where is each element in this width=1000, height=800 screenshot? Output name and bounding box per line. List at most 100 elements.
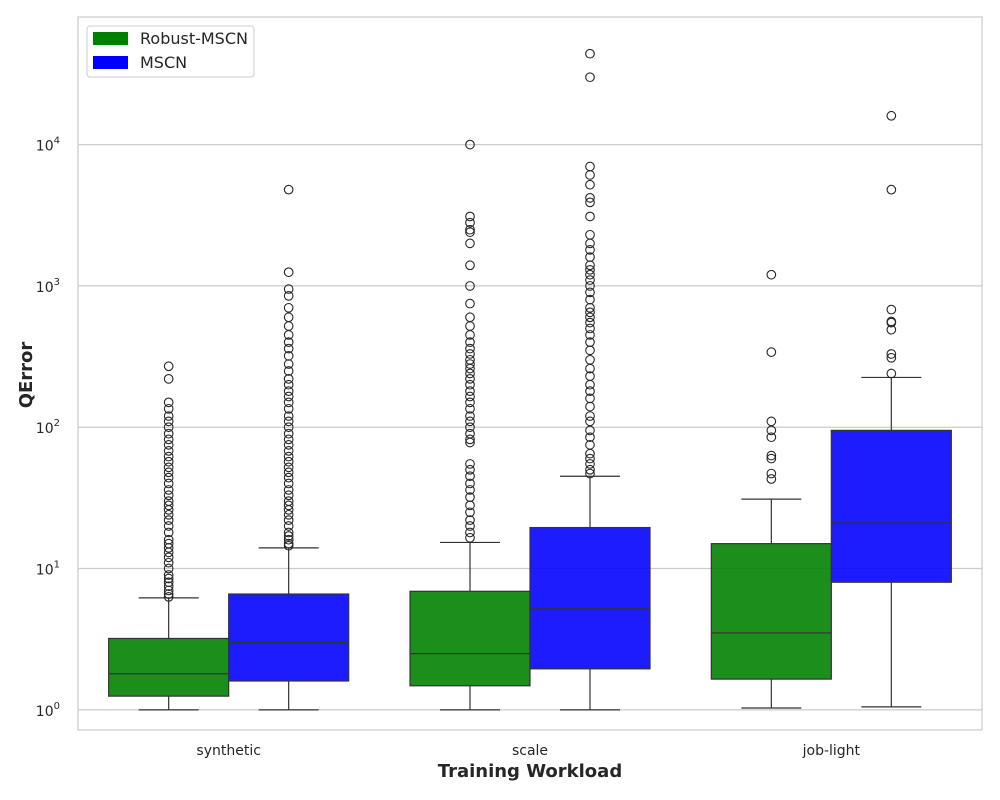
outlier-point xyxy=(283,521,294,531)
outlier-point xyxy=(585,193,595,203)
outlier-point xyxy=(465,397,475,408)
outlier-point xyxy=(163,456,174,467)
outlier-point xyxy=(163,440,174,450)
outlier-point xyxy=(283,434,294,445)
outlier-point xyxy=(283,267,294,278)
outlier-point xyxy=(283,472,294,483)
outlier-point xyxy=(585,294,595,305)
outlier-point xyxy=(886,368,897,379)
outlier-point xyxy=(465,515,475,525)
outlier-point xyxy=(283,496,294,506)
outlier-point xyxy=(163,403,174,414)
outlier-point xyxy=(465,527,475,538)
outlier-point xyxy=(163,428,174,439)
outlier-point xyxy=(585,440,595,450)
outlier-point xyxy=(465,359,475,369)
outlier-point xyxy=(283,391,294,402)
y-tick-exponent: 4 xyxy=(54,136,60,147)
outlier-point xyxy=(465,521,475,531)
outlier-point xyxy=(585,269,595,280)
outlier-point xyxy=(283,422,294,433)
box-mscn-scale xyxy=(529,48,651,711)
outlier-point xyxy=(163,434,174,445)
box-robust-mscn-job-light xyxy=(710,269,832,709)
outlier-point xyxy=(766,432,777,443)
y-axis-title: QError xyxy=(16,342,37,409)
outlier-point xyxy=(886,316,897,327)
outlier-point xyxy=(465,343,475,354)
outlier-point xyxy=(465,507,475,518)
outlier-point xyxy=(283,397,294,408)
outlier-point xyxy=(163,490,174,501)
outlier-point xyxy=(465,485,475,495)
outlier-point xyxy=(585,432,595,443)
outlier-point xyxy=(585,281,595,291)
outlier-point xyxy=(283,350,294,361)
outlier-point xyxy=(465,403,475,414)
outlier-point xyxy=(465,386,475,397)
y-tick-base: 10 xyxy=(36,704,54,720)
outlier-point xyxy=(163,478,174,489)
x-tick-label: job-light xyxy=(802,743,861,759)
y-tick-exponent: 0 xyxy=(54,701,60,712)
outlier-point xyxy=(465,238,475,249)
outlier-point xyxy=(163,581,174,592)
outlier-point xyxy=(163,361,174,372)
outlier-point xyxy=(886,110,897,121)
outlier-point xyxy=(163,592,174,602)
outlier-point xyxy=(163,451,174,462)
outlier-point xyxy=(465,428,475,439)
legend: Robust-MSCN MSCN xyxy=(86,25,255,78)
y-tick-label: 101 xyxy=(36,560,60,579)
outlier-point xyxy=(766,453,777,464)
outlier-point xyxy=(585,337,595,348)
outlier-point xyxy=(585,323,595,334)
outlier-point xyxy=(283,509,294,520)
outlier-point xyxy=(283,379,294,390)
y-tick-exponent: 1 xyxy=(54,560,60,571)
outlier-point xyxy=(163,485,174,495)
outlier-point xyxy=(163,462,174,473)
outlier-point xyxy=(585,330,595,340)
y-tick-label: 103 xyxy=(36,277,60,296)
box-group xyxy=(108,48,952,711)
outlier-point xyxy=(283,366,294,376)
outlier-point xyxy=(585,72,595,83)
outlier-point xyxy=(283,312,294,323)
y-tick-base: 10 xyxy=(36,421,54,437)
outlier-point xyxy=(585,411,595,421)
outlier-point xyxy=(585,393,595,404)
outlier-point xyxy=(886,184,897,195)
x-tick-label: scale xyxy=(512,743,548,759)
outlier-point xyxy=(585,229,595,240)
outlier-point xyxy=(465,349,475,359)
outlier-point xyxy=(465,354,475,365)
outlier-point xyxy=(283,467,294,478)
outlier-point xyxy=(465,478,475,489)
outlier-point xyxy=(283,462,294,473)
outlier-point xyxy=(465,217,475,228)
outlier-point xyxy=(465,227,475,238)
outlier-point xyxy=(163,509,174,520)
outlier-point xyxy=(465,459,475,469)
x-axis-title: Training Workload xyxy=(438,761,622,782)
outlier-point xyxy=(585,386,595,397)
outlier-point xyxy=(766,468,777,479)
outlier-point xyxy=(283,416,294,427)
outlier-point xyxy=(283,337,294,348)
outlier-point xyxy=(465,139,475,150)
outlier-point xyxy=(465,281,475,291)
outlier-point xyxy=(585,275,595,285)
outlier-point xyxy=(163,573,174,584)
outlier-point xyxy=(465,224,475,235)
legend-label-mscn: MSCN xyxy=(140,53,187,72)
outlier-point xyxy=(163,467,174,478)
outlier-point xyxy=(465,298,475,309)
outlier-point xyxy=(163,422,174,433)
outlier-point xyxy=(585,468,595,479)
outlier-point xyxy=(585,264,595,275)
outlier-point xyxy=(766,450,777,461)
outlier-point xyxy=(465,373,475,384)
outlier-point xyxy=(283,531,294,541)
outlier-point xyxy=(465,379,475,390)
